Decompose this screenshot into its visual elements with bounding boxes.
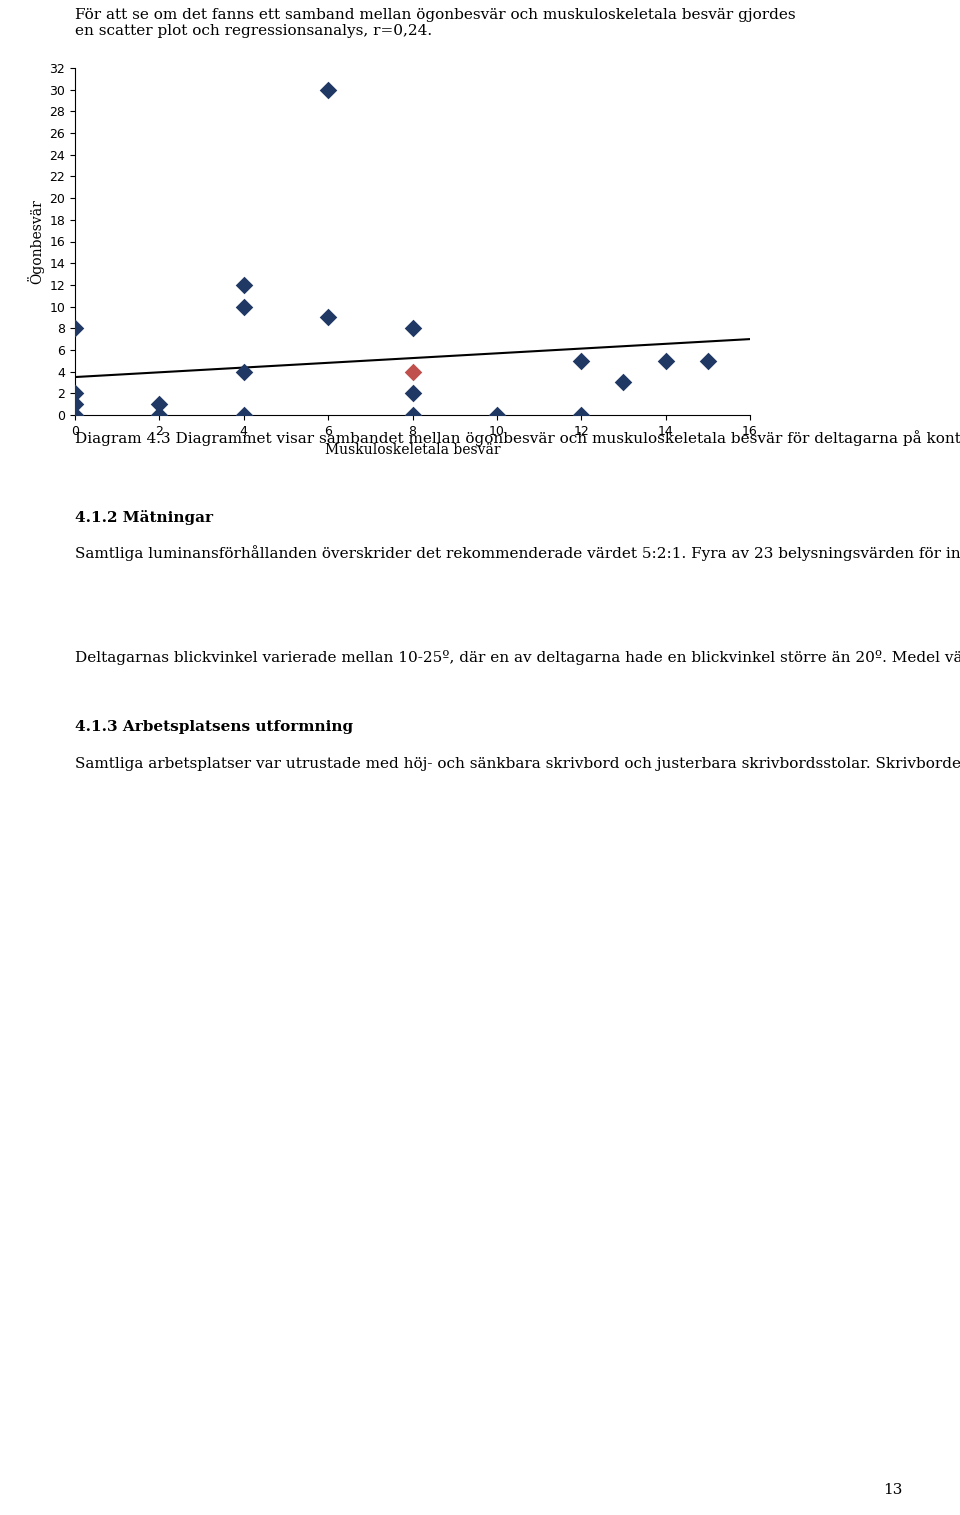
Point [490, 403, 505, 427]
Point [658, 348, 673, 373]
Text: Diagram 4.3 Diagrammet visar sambandet mellan ögonbesvär och muskuloskeletala be: Diagram 4.3 Diagrammet visar sambandet m… [75, 430, 960, 445]
Point [236, 273, 252, 297]
Text: Deltagarnas blickvinkel varierade mellan 10-25º, där en av deltagarna hade en bl: Deltagarnas blickvinkel varierade mellan… [75, 650, 960, 665]
Point [573, 348, 588, 373]
X-axis label: Muskuloskeletala besvär: Muskuloskeletala besvär [324, 444, 500, 458]
Text: Samtliga luminansförhållanden överskrider det rekommenderade värdet 5:2:1. Fyra : Samtliga luminansförhållanden överskride… [75, 545, 960, 561]
Text: 4.1.2 Mätningar: 4.1.2 Mätningar [75, 511, 213, 526]
Point [67, 317, 83, 341]
Point [67, 382, 83, 406]
Point [615, 370, 631, 394]
Text: 4.1.3 Arbetsplatsens utformning: 4.1.3 Arbetsplatsens utformning [75, 720, 353, 733]
Point [405, 382, 420, 406]
Text: 13: 13 [883, 1483, 902, 1497]
Text: Samtliga arbetsplatser var utrustade med höj- och sänkbara skrivbord och justerb: Samtliga arbetsplatser var utrustade med… [75, 754, 960, 771]
Point [67, 403, 83, 427]
Point [67, 392, 83, 417]
Point [152, 392, 167, 417]
Point [700, 348, 715, 373]
Point [405, 359, 420, 383]
Point [405, 317, 420, 341]
Text: För att se om det fanns ett samband mellan ögonbesvär och muskuloskeletala besvä: För att se om det fanns ett samband mell… [75, 8, 796, 38]
Point [321, 306, 336, 330]
Point [573, 403, 588, 427]
Point [152, 403, 167, 427]
Point [405, 403, 420, 427]
Point [236, 359, 252, 383]
Y-axis label: Ögonbesvär: Ögonbesvär [27, 198, 44, 283]
Point [236, 403, 252, 427]
Point [321, 77, 336, 102]
Point [236, 294, 252, 318]
